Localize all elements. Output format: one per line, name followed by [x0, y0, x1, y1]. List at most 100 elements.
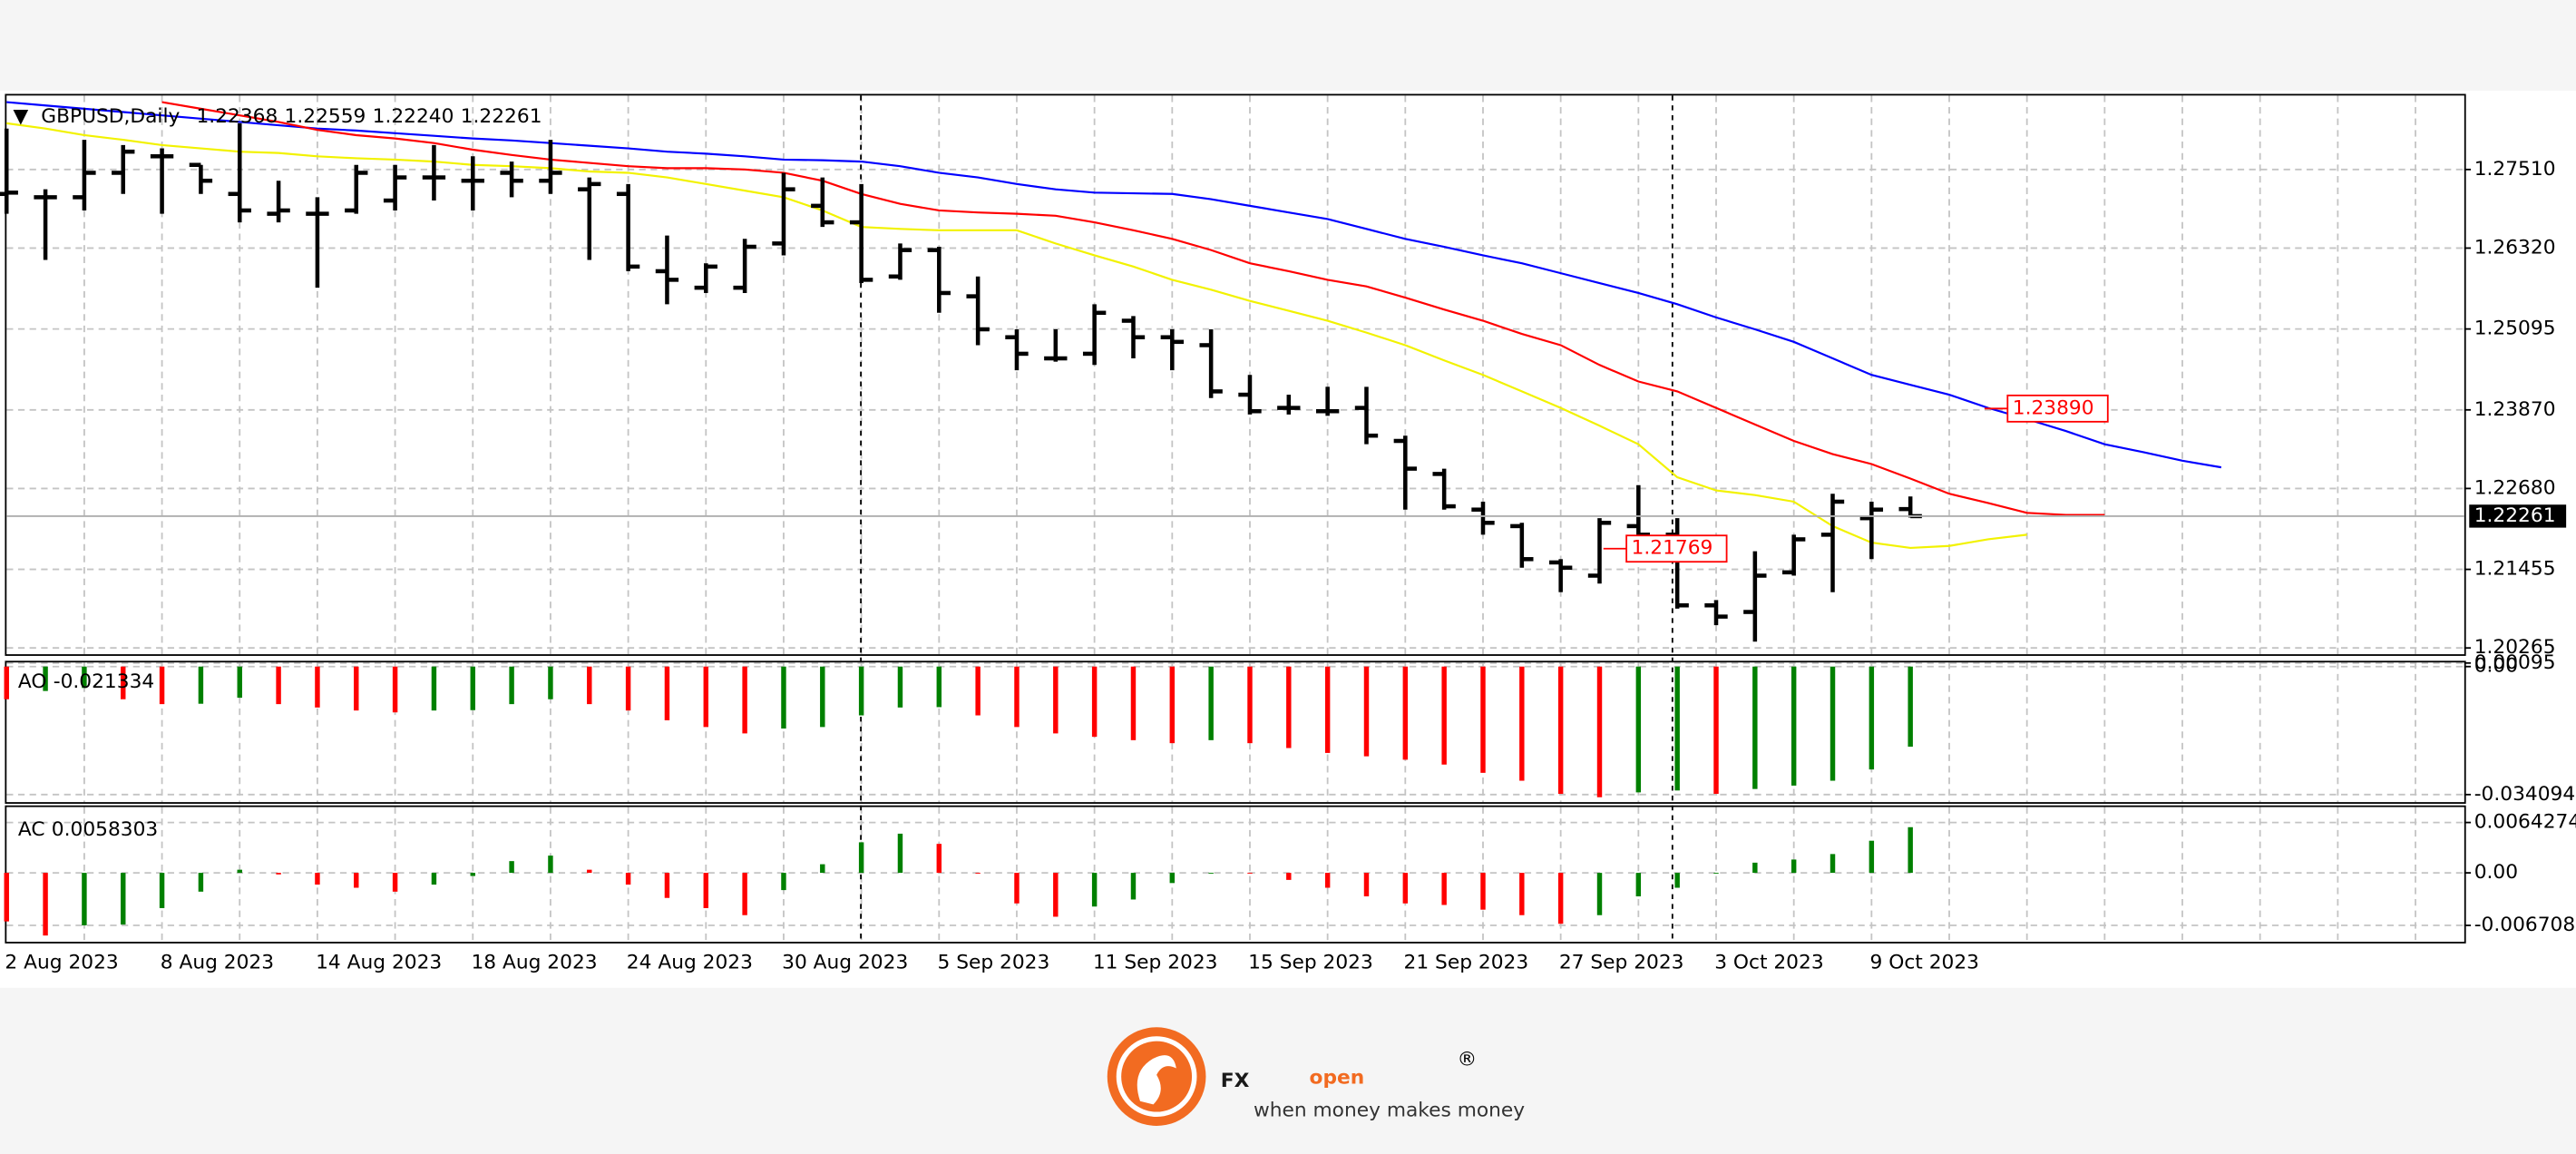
y-tick-label: 1.22680 [2474, 476, 2556, 499]
histogram-bar [1713, 666, 1719, 795]
y-tick-label: 1.25095 [2474, 318, 2556, 340]
histogram-bar [1635, 873, 1642, 897]
histogram-bar [1674, 873, 1680, 888]
histogram-bar [548, 856, 553, 874]
ac-header: AC 0.0058303 [18, 818, 158, 841]
histogram-bar [1557, 666, 1564, 795]
logo-open: open [1310, 1066, 1365, 1089]
histogram-bar [1247, 666, 1253, 744]
histogram-bar [1674, 666, 1680, 791]
histogram-bar [1869, 840, 1875, 874]
histogram-bar [1324, 873, 1331, 888]
histogram-bar [121, 666, 126, 699]
histogram-bar [470, 873, 475, 876]
histogram-bar [1402, 873, 1409, 904]
histogram-bar [1635, 666, 1642, 793]
moving-average [161, 101, 2105, 516]
chart-header: GBPUSD,Daily 1.22368 1.22559 1.22240 1.22261 [41, 105, 542, 128]
logo-tagline: when money makes money [1254, 1100, 1525, 1122]
x-tick-label: 5 Sep 2023 [937, 952, 1049, 974]
histogram-bar [548, 666, 553, 699]
histogram-bar [1480, 666, 1486, 773]
y-tick-label: 0.00 [2474, 861, 2518, 884]
histogram-bar [237, 666, 242, 699]
histogram-bar [936, 844, 942, 874]
ao-title: AO [18, 670, 47, 693]
histogram-bar [975, 873, 981, 875]
x-tick-label: 24 Aug 2023 [627, 952, 753, 974]
histogram-bar [858, 666, 864, 716]
histogram-bar [897, 833, 903, 874]
annotation-box [2006, 394, 2109, 423]
histogram-bar [703, 873, 708, 908]
x-tick-label: 2 Aug 2023 [5, 952, 118, 974]
y-tick-label: 0.00 [2474, 655, 2518, 678]
y-tick-label: 1.27510 [2474, 158, 2556, 181]
histogram-bar [392, 873, 398, 892]
histogram-bar [1208, 666, 1214, 740]
ao-panel-frame [5, 660, 2466, 804]
histogram-bar [431, 666, 437, 711]
histogram-bar [1247, 873, 1253, 875]
x-tick-label: 11 Sep 2023 [1093, 952, 1218, 974]
moving-average [6, 122, 2027, 550]
logo-icon-ring [1116, 1036, 1197, 1117]
y-tick-label: 1.26320 [2474, 236, 2556, 259]
ac-title: AC [18, 818, 45, 841]
current-price-label: 1.22261 [2474, 504, 2556, 527]
histogram-bar [82, 666, 87, 689]
histogram-bar [276, 666, 281, 705]
y-tick-label: -0.034094 [2474, 783, 2575, 806]
y-tick-label: 0.0064274 [2474, 811, 2576, 834]
histogram-bar [43, 666, 48, 691]
header-high: 1.22559 [285, 105, 366, 128]
current-price-box [2469, 504, 2567, 528]
histogram-bar [509, 861, 514, 874]
chart-window [0, 90, 2576, 988]
x-tick-label: 3 Oct 2023 [1714, 952, 1823, 974]
histogram-bar [1519, 666, 1525, 781]
histogram-bar [1908, 666, 1913, 748]
histogram-bar [897, 666, 903, 708]
histogram-bar [1208, 873, 1214, 875]
y-tick-label: 0.00095 [2474, 651, 2556, 674]
header-open: 1.22368 [196, 105, 278, 128]
histogram-bar [1908, 826, 1913, 874]
histogram-bar [198, 873, 204, 892]
histogram-bar [198, 666, 204, 704]
histogram-bar [1869, 666, 1875, 770]
histogram-bar [703, 666, 708, 728]
histogram-bar [1752, 666, 1758, 789]
moving-average [6, 101, 2222, 469]
histogram-bar [936, 666, 942, 708]
histogram-bar [742, 873, 747, 915]
histogram-bar [975, 666, 981, 716]
histogram-bar [354, 873, 359, 888]
x-tick-label: 27 Sep 2023 [1559, 952, 1684, 974]
logo-icon-dragon [1137, 1055, 1176, 1105]
histogram-bar [1324, 666, 1331, 753]
histogram-bar [858, 842, 864, 874]
main-panel-frame [5, 93, 2466, 656]
y-tick-label: 1.20265 [2474, 636, 2556, 659]
histogram-bar [121, 873, 126, 925]
histogram-bar [315, 666, 320, 708]
header-close: 1.22261 [461, 105, 542, 128]
histogram-bar [1791, 859, 1797, 874]
histogram-bar [1286, 873, 1292, 880]
x-tick-label: 30 Aug 2023 [782, 952, 908, 974]
symbol-arrow: ▼ [13, 105, 28, 128]
histogram-bar [1830, 854, 1836, 874]
histogram-bar [1363, 873, 1370, 897]
histogram-bar [1130, 666, 1137, 740]
histogram-bar [1091, 666, 1098, 738]
x-tick-label: 18 Aug 2023 [471, 952, 597, 974]
histogram-bar [1441, 666, 1447, 765]
marks-layer: 1.27510 1.26320 1.25095 1.23870 1.22680 1.214… [0, 101, 2576, 974]
y-tick-label: 1.23870 [2474, 398, 2556, 421]
histogram-bar [742, 666, 747, 734]
histogram-bar [159, 873, 165, 908]
histogram-bar [625, 873, 631, 885]
